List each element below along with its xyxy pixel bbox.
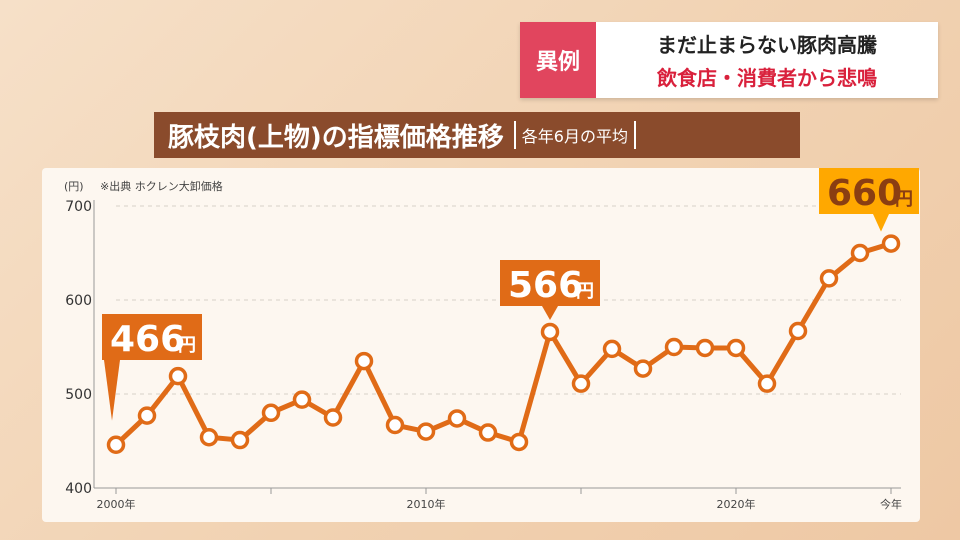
data-point [230,430,250,450]
y-tick-label: 400 [65,481,92,497]
data-point [292,390,312,409]
tag-label: 異例 [520,22,596,98]
y-tick-label: 700 [65,199,92,215]
data-point [664,337,684,357]
chart-subtitle: 各年6月の平均 [513,121,636,149]
data-point [757,374,777,393]
y-tick-label: 600 [65,293,92,309]
y-unit-label: (円) [64,180,84,193]
callout-pointer [542,306,558,320]
chart-title: 豚枝肉(上物)の指標価格推移 [168,122,504,153]
callout-pointer [104,360,120,421]
data-point [137,406,157,425]
callout-value: 660 [827,173,902,214]
headline-tag: 異例 まだ止まらない豚肉高騰 飲食店・消費者から悲鳴 [520,22,938,98]
data-point [354,351,374,371]
callout-box [102,314,202,360]
chart-title-box: 豚枝肉(上物)の指標価格推移 各年6月の平均 [154,112,800,158]
callout-unit: 円 [895,189,913,210]
callout-unit: 円 [576,281,594,302]
data-point [602,339,622,359]
data-point [726,338,746,358]
data-point [819,269,839,288]
callout-pointer [873,214,889,232]
data-point [850,243,870,263]
data-point [261,403,281,423]
callout-value: 566 [508,265,583,306]
chart-panel: 400 500 600 700 (円) ※出典 ホクレン大卸価格 2000年 2010年 202… [42,168,920,522]
callout-value: 466 [110,319,185,360]
headline-line-2: 飲食店・消費者から悲鳴 [657,66,877,90]
data-point [168,366,188,386]
x-tick-label: 2000年 [97,497,136,511]
callout-unit: 円 [178,335,196,356]
price-line-chart: 400 500 600 700 (円) ※出典 ホクレン大卸価格 2000年 2010年 202… [64,168,919,511]
data-point [106,435,126,455]
x-tick-label: 2020年 [717,497,756,511]
x-tick-label: 2010年 [407,497,446,511]
data-point [540,322,560,342]
data-point [447,409,467,428]
headline-line-1: まだ止まらない豚肉高騰 [657,33,877,57]
callout-box [500,260,600,306]
data-point [509,432,529,452]
data-point [416,422,436,441]
data-point [478,423,498,442]
callout-box [819,168,919,214]
data-point [385,415,405,435]
data-point [571,374,591,393]
y-tick-label: 500 [65,387,92,403]
data-point [323,408,343,427]
source-note: ※出典 ホクレン大卸価格 [100,179,223,193]
tag-body: まだ止まらない豚肉高騰 飲食店・消費者から悲鳴 [596,22,938,98]
data-point [695,338,715,358]
data-point [633,359,653,378]
x-tick-label: 今年 [880,497,902,511]
data-point [881,234,901,253]
data-point [199,427,219,447]
data-point [788,321,808,341]
